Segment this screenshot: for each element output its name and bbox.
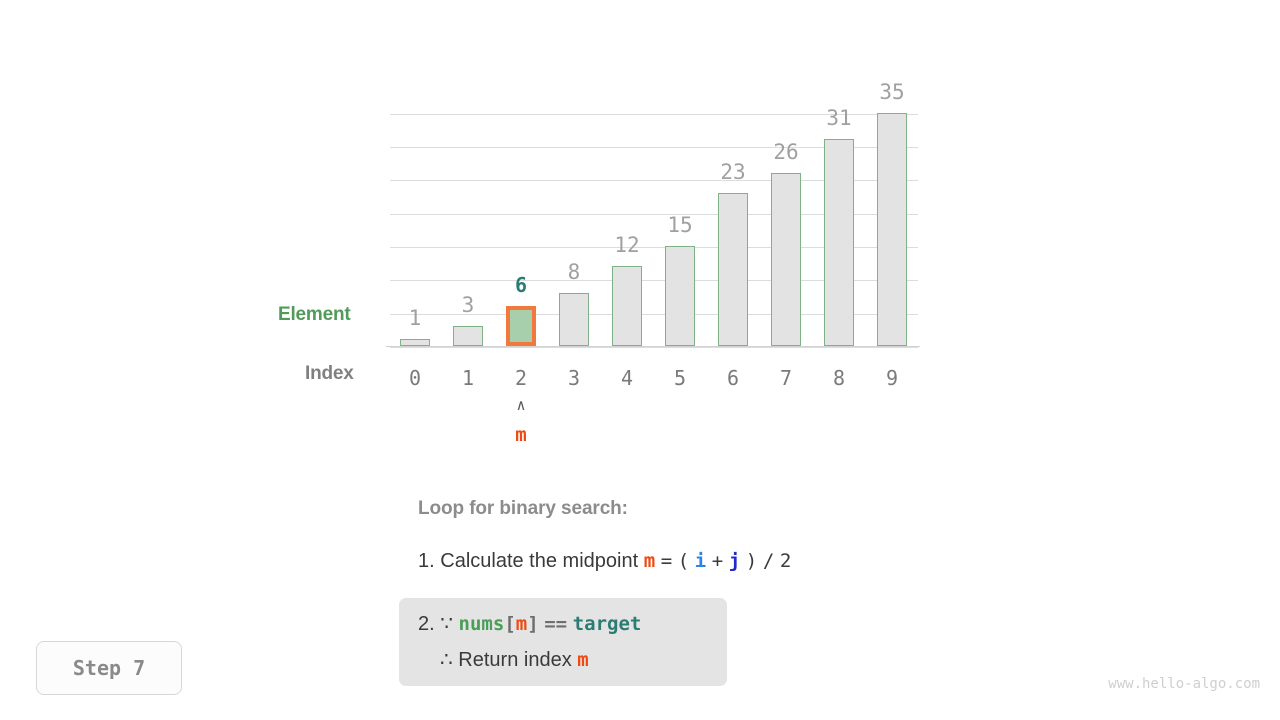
index-label: 9 [885,366,899,390]
bar [771,172,801,346]
index-label: 5 [673,366,687,390]
step2-result-line: ∴ Return index m [440,647,727,672]
index-label: 3 [567,366,581,390]
step-counter-badge: Step 7 [36,641,182,695]
element-axis-caption: Element [278,304,351,325]
bar-value-label: 26 [773,139,799,164]
explanation-step-2: 2. ∵ nums[m] == target ∴ Return index m [399,598,727,686]
step2-bracket-open: [ [504,613,516,635]
axis-baseline [386,346,920,347]
step2-target-token: target [572,613,642,635]
bar [665,246,695,346]
bar-value-label: 23 [720,159,746,184]
bar [612,266,642,346]
step1-equals: = [660,550,673,572]
bar [824,139,854,346]
step1-var-j: j [728,550,741,572]
step1-text: Calculate the midpoint [440,550,639,572]
step1-plus: + [711,550,724,572]
step2-therefore-symbol: ∴ [440,649,453,671]
index-label: 2 [514,366,528,390]
step2-var-m: m [515,613,528,635]
pointer-marker-m: ∧ m [494,398,548,445]
explanation-title: Loop for binary search: [418,498,628,519]
step1-var-i: i [694,550,707,572]
bar [453,326,483,346]
pointer-name-label: m [515,424,527,446]
step1-number: 1. [418,550,435,572]
step2-equality-operator: == [544,613,568,635]
bar-value-label: 35 [879,79,905,104]
step2-nums-token: nums [458,613,505,635]
bar [718,192,748,346]
index-axis-caption: Index [305,363,354,384]
step1-paren-close: ) [745,550,758,572]
bar-value-label: 1 [408,306,422,331]
pointer-caret-icon: ∧ [516,396,526,414]
step1-paren-open: ( [677,550,690,572]
bar-value-label: 3 [461,293,475,317]
bar-value-label: 8 [567,259,581,284]
gridline [390,280,918,282]
index-label: 7 [779,366,793,390]
bar [400,339,430,346]
index-label: 0 [408,366,422,390]
step1-divisor: 2 [779,550,792,572]
step2-condition-line: 2. ∵ nums[m] == target [418,611,727,636]
bar-highlighted [506,306,536,346]
step-counter-label: Step 7 [72,656,146,680]
bar [559,292,589,346]
bar-value-label: 12 [614,233,640,257]
step1-var-m: m [643,550,656,572]
gridline [390,313,918,315]
bar-value-label: 15 [667,213,693,237]
step2-return-text: Return index [458,649,572,671]
step2-because-symbol: ∵ [440,613,453,635]
index-label: 8 [832,366,846,390]
step1-slash: / [762,550,775,572]
gridline [390,180,918,182]
bar [877,112,907,346]
explanation-panel: Loop for binary search: 1. Calculate the… [399,498,978,686]
chart-plot-area [386,107,920,348]
gridline [390,147,918,148]
explanation-step-1: 1. Calculate the midpoint m = ( i + j ) … [418,550,978,573]
step2-return-var: m [577,649,589,671]
gridline [390,213,918,215]
index-label: 6 [726,366,740,390]
index-label: 1 [461,366,475,390]
step2-bracket-close: ] [527,613,539,635]
index-label: 4 [620,366,634,390]
step2-number: 2. [418,613,435,635]
bar-value-label: 31 [826,106,852,131]
site-watermark: www.hello-algo.com [1108,676,1260,692]
gridline [390,247,918,248]
gridline [390,347,918,348]
bar-value-label: 6 [514,273,528,297]
gridline [390,113,918,115]
